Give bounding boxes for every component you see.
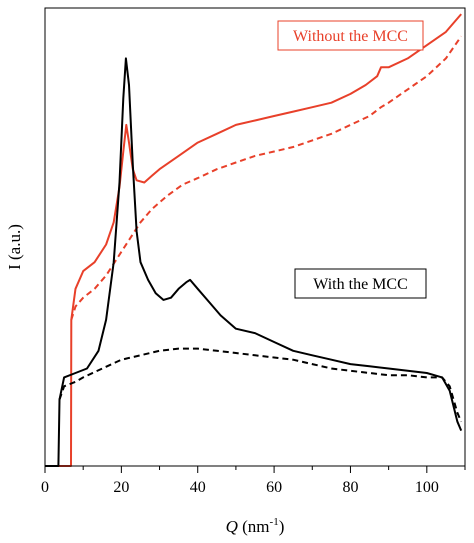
legend-with-mcc: With the MCC (294, 268, 427, 299)
series-without-mcc-solid (45, 13, 462, 467)
x-tick-label: 100 (415, 479, 439, 496)
legend-without-mcc-box (277, 20, 424, 51)
x-tick-label: 0 (41, 479, 49, 496)
series-with-mcc-solid (45, 57, 463, 467)
plot-frame (44, 7, 466, 467)
x-axis-label-unit: (nm (238, 517, 270, 536)
x-axis-label-variable: Q (226, 517, 238, 536)
legend-without-mcc: Without the MCC (277, 20, 424, 51)
x-tick-label: 20 (113, 479, 129, 496)
series-layer (45, 13, 463, 467)
legend-without-mcc-label: Without the MCC (293, 28, 408, 45)
y-axis-label: I (a.u.) (5, 224, 24, 270)
x-tick-label: 80 (342, 479, 358, 496)
x-axis-label: Q (nm-1) (226, 516, 285, 536)
series-without-mcc-dashed (70, 35, 463, 321)
legend-with-mcc-box (294, 268, 427, 299)
series-with-mcc-dashed (58, 347, 463, 423)
legend-with-mcc-label: With the MCC (313, 276, 407, 293)
x-tick-label: 40 (190, 479, 206, 496)
x-axis-label-close: ) (279, 517, 285, 536)
x-tick-label: 60 (266, 479, 282, 496)
x-axis-label-exponent: -1 (270, 516, 279, 528)
x-axis-ticks: 0 20 40 60 80 100 (41, 466, 466, 496)
